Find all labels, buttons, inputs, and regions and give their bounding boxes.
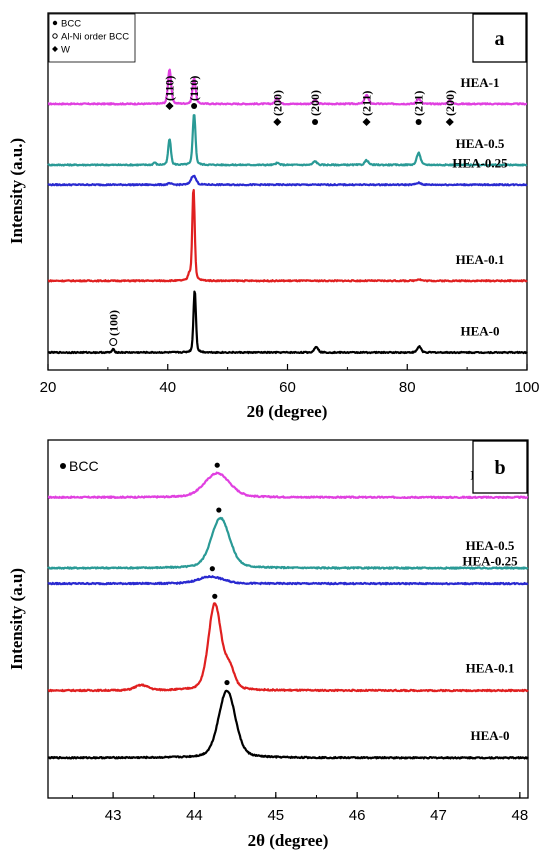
panel-b-bcc-peak-marker	[224, 679, 230, 686]
panel-b-series-label: HEA-0.1	[466, 661, 515, 676]
panel-a-legend-label: W	[61, 45, 70, 56]
panel-b-x-tick-label: 45	[267, 807, 284, 824]
panel-a-series-label: HEA-0.1	[456, 252, 505, 267]
panel-a-series-group	[47, 68, 528, 355]
panel-a: 20 40 60 80 100 (110) (110) (200) (200) (211) (21…	[7, 12, 540, 421]
panel-b-series-hea-1	[47, 471, 529, 500]
panel-a-ylabel: Intensity (a.u.)	[7, 138, 26, 244]
panel-b-series-group	[47, 471, 529, 760]
panel-a-x-tick-label: 60	[279, 379, 296, 396]
panel-a-x-tick-label: 40	[159, 379, 176, 396]
panel-b-x-tick-label: 43	[105, 807, 122, 824]
panel-a-series-label: HEA-0.5	[456, 136, 505, 151]
panel-b-letter: b	[494, 457, 505, 479]
panel-b-x-tick-label: 44	[186, 807, 203, 824]
panel-b-plot-frame	[47, 439, 529, 799]
panel-b-bcc-peak-marker	[214, 462, 220, 468]
panel-b-x-ticks: 43 44 45 46 47 48	[71, 792, 529, 824]
panel-a-xlabel: 2θ (degree)	[247, 402, 328, 421]
panel-a-x-ticks: 20 40 60 80 100	[40, 364, 540, 396]
panel-a-series-hea-0-25	[47, 174, 528, 187]
panel-b-series-label: HEA-0.25	[462, 554, 518, 569]
panel-a-peak-marker-diamond	[362, 117, 371, 127]
panel-a-peak-label: (110)	[187, 76, 201, 101]
panel-b-x-tick-label: 48	[512, 807, 529, 824]
panel-a-peak-label: (200)	[308, 90, 322, 116]
panel-a-peak-label: (100)	[106, 310, 120, 336]
panel-b-series-hea-0-5	[47, 516, 529, 570]
panel-b-xlabel: 2θ (degree)	[248, 831, 329, 850]
panel-b-legend: BCC	[60, 458, 99, 474]
panel-b-ylabel: Intensity (a.u)	[7, 568, 26, 670]
panel-a-x-tick-label: 80	[399, 379, 416, 396]
panel-b-bcc-peak-marker	[212, 593, 218, 599]
panel-a-legend-marker-filled-circle	[52, 20, 58, 26]
panel-b-series-hea-0	[47, 689, 529, 760]
panel-b-series-hea-0-25	[47, 575, 529, 586]
panel-b-series-label: HEA-0	[471, 728, 510, 743]
panel-a-series-hea-0-5	[47, 114, 528, 167]
panel-b-bcc-peak-marker	[216, 507, 222, 513]
panel-b-legend-label: BCC	[69, 458, 99, 474]
panel-a-letter-box	[472, 13, 527, 63]
panel-a-series-labels: HEA-1 HEA-0.5 HEA-0.25 HEA-0.1 HEA-0	[452, 75, 508, 339]
panel-b-legend-marker-filled-circle	[60, 463, 66, 469]
panel-a-peak-marker-filled-circle	[191, 103, 198, 109]
panel-a-legend-marker-open-circle	[52, 33, 58, 39]
panel-a-peak-marker-diamond	[273, 117, 282, 127]
panel-a-peak-marker-filled-circle	[415, 119, 422, 125]
panel-a-legend-box	[48, 13, 136, 63]
panel-a-peak-label: (200)	[270, 90, 284, 116]
panel-a-legend: BCC Al-Ni order BCC W	[48, 13, 136, 63]
panel-a-peak-marker-diamond	[445, 117, 454, 127]
panel-a-series-hea-1	[47, 68, 528, 106]
panel-b-series-hea-0-1	[47, 602, 529, 693]
panel-a-letter: a	[495, 28, 505, 50]
panel-a-x-tick-label: 100	[514, 379, 539, 396]
panel-b-bcc-peak-marker	[209, 566, 215, 572]
panel-b-x-tick-label: 47	[430, 807, 447, 824]
panel-a-peak-label: (200)	[443, 90, 457, 116]
panel-a-peak-label: (110)	[163, 76, 177, 101]
panel-a-legend-label: BCC	[61, 19, 81, 30]
panel-a-x-tick-label: 20	[40, 379, 57, 396]
panel-a-peak-marker-diamond	[165, 101, 174, 111]
panel-a-legend-label: Al-Ni order BCC	[61, 32, 129, 43]
panel-a-legend-marker-diamond	[52, 46, 58, 52]
panel-a-peak-marker-filled-circle	[312, 119, 319, 125]
panel-b-peak-markers	[209, 462, 230, 686]
panel-b-x-tick-label: 46	[349, 807, 366, 824]
panel-b-series-label: HEA-0.5	[466, 538, 515, 553]
panel-a-series-hea-0	[47, 290, 528, 355]
panel-b-letter-box	[472, 440, 528, 494]
panel-a-peak-annotations: (110) (110) (200) (200) (211) (211) (200) (100)	[106, 76, 457, 346]
panel-a-peak-label: (211)	[412, 91, 426, 116]
panel-a-series-label: HEA-1	[461, 75, 500, 90]
panel-a-series-label: HEA-0.25	[452, 156, 508, 171]
panel-a-peak-label: (211)	[360, 91, 374, 116]
panel-a-series-label: HEA-0	[461, 323, 500, 338]
panel-a-peak-marker-open-circle	[109, 338, 118, 346]
panel-a-series-hea-0-1	[47, 188, 528, 283]
